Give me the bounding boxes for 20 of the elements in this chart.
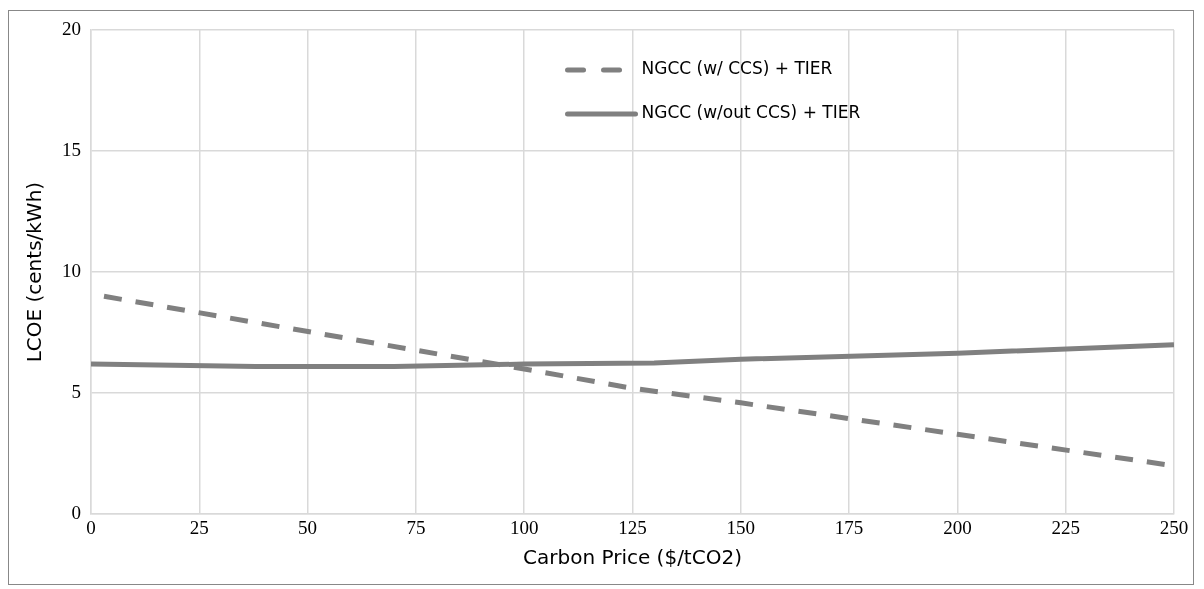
y-tick-label: 0	[71, 502, 81, 524]
x-tick-label: 125	[618, 516, 647, 538]
legend-label: NGCC (w/out CCS) + TIER	[641, 102, 861, 123]
y-tick-label: 15	[62, 139, 81, 161]
x-tick-label: 225	[1051, 516, 1080, 538]
x-tick-label: 75	[406, 516, 426, 538]
x-tick-label: 50	[298, 516, 318, 538]
y-tick-label: 10	[62, 260, 81, 282]
x-tick-label: 0	[86, 516, 96, 538]
x-tick-label: 100	[509, 516, 539, 538]
x-axis-title: Carbon Price ($/tCO2)	[523, 545, 742, 570]
y-axis-title: LCOE (cents/kWh)	[22, 181, 47, 363]
x-tick-label: 175	[834, 516, 864, 538]
y-tick-label: 20	[62, 17, 81, 39]
y-tick-label: 5	[71, 381, 81, 403]
x-tick-label: 25	[189, 516, 209, 538]
x-tick-label: 200	[943, 516, 972, 538]
legend-label: NGCC (w/ CCS) + TIER	[641, 58, 833, 79]
x-tick-label: 250	[1159, 516, 1189, 538]
x-tick-label: 150	[726, 516, 756, 538]
